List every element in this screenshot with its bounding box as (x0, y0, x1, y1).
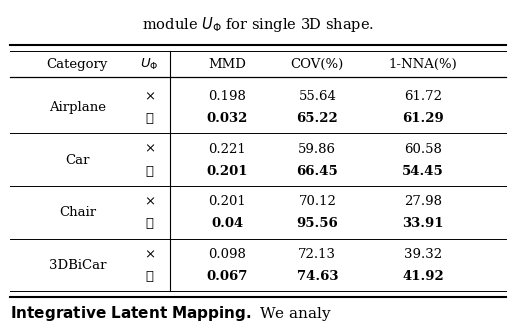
Text: Car: Car (65, 154, 90, 167)
Text: 33.91: 33.91 (402, 217, 444, 230)
Text: 0.098: 0.098 (208, 248, 246, 261)
Text: 0.221: 0.221 (208, 142, 246, 156)
Text: $U_{\Phi}$: $U_{\Phi}$ (140, 57, 159, 72)
Text: 74.63: 74.63 (297, 270, 338, 283)
Text: 61.29: 61.29 (402, 112, 444, 125)
Text: 39.32: 39.32 (404, 248, 442, 261)
Text: 0.067: 0.067 (206, 270, 248, 283)
Text: ✓: ✓ (146, 270, 154, 283)
Text: 0.032: 0.032 (206, 112, 248, 125)
Text: 70.12: 70.12 (298, 195, 336, 208)
Text: 3DBiCar: 3DBiCar (49, 259, 106, 272)
Text: 54.45: 54.45 (402, 165, 444, 178)
Text: MMD: MMD (208, 58, 246, 71)
Text: 59.86: 59.86 (298, 142, 336, 156)
Text: 0.198: 0.198 (208, 90, 246, 103)
Text: ×: × (144, 248, 155, 261)
Text: 72.13: 72.13 (298, 248, 336, 261)
Text: 55.64: 55.64 (298, 90, 336, 103)
Text: Airplane: Airplane (49, 101, 106, 114)
Text: 95.56: 95.56 (297, 217, 338, 230)
Text: COV(%): COV(%) (291, 58, 344, 71)
Text: 61.72: 61.72 (404, 90, 442, 103)
Text: Category: Category (47, 58, 108, 71)
Text: module $U_{\Phi}$ for single 3D shape.: module $U_{\Phi}$ for single 3D shape. (142, 15, 374, 34)
Text: 65.22: 65.22 (297, 112, 338, 125)
Text: 27.98: 27.98 (404, 195, 442, 208)
Text: Chair: Chair (59, 206, 96, 219)
Text: ✓: ✓ (146, 217, 154, 230)
Text: $\mathbf{Integrative\ Latent\ Mapping.}$ We analy: $\mathbf{Integrative\ Latent\ Mapping.}$… (10, 303, 333, 323)
Text: 0.201: 0.201 (206, 165, 248, 178)
Text: 0.201: 0.201 (208, 195, 246, 208)
Text: ✓: ✓ (146, 165, 154, 178)
Text: 0.04: 0.04 (211, 217, 243, 230)
Text: ✓: ✓ (146, 112, 154, 125)
Text: ×: × (144, 142, 155, 156)
Text: 60.58: 60.58 (404, 142, 442, 156)
Text: 66.45: 66.45 (297, 165, 338, 178)
Text: 1-NNA(%): 1-NNA(%) (389, 58, 458, 71)
Text: 41.92: 41.92 (402, 270, 444, 283)
Text: ×: × (144, 90, 155, 103)
Text: ×: × (144, 195, 155, 208)
